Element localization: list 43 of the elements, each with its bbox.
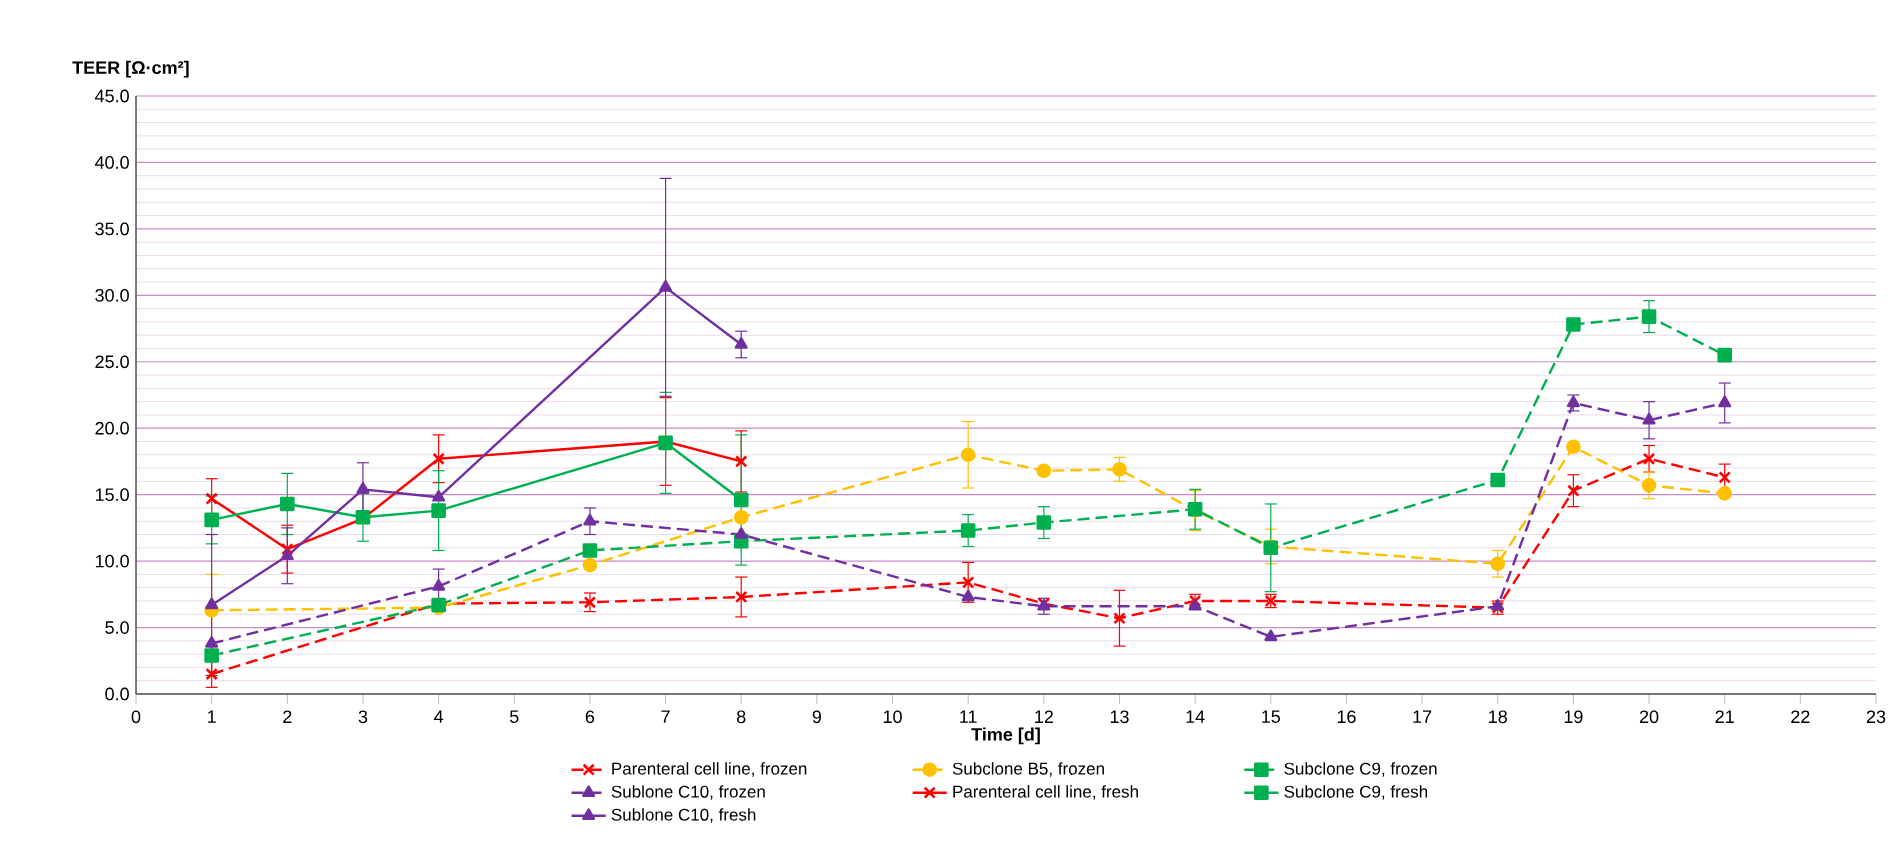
x-tick-label: 7 (661, 710, 670, 723)
y-tick-label: 5.0 (105, 621, 129, 634)
x-tick-label: 16 (1337, 710, 1356, 724)
x-tick-label: 10 (883, 710, 902, 724)
legend-label: Parenteral cell line, fresh (953, 785, 1138, 800)
legend-label: Parenteral cell line, frozen (612, 762, 807, 777)
x-tick-label: 1 (208, 710, 216, 723)
y-tick-label: 35.0 (95, 222, 129, 236)
y-tick-label: 30.0 (95, 288, 129, 302)
y-tick-label: 15.0 (95, 488, 129, 502)
x-tick-label: 18 (1489, 710, 1507, 724)
x-tick-label: 13 (1110, 710, 1129, 724)
x-tick-label: 4 (434, 710, 444, 723)
y-tick-label: 45.0 (94, 89, 129, 103)
y-tick-label: 25.0 (95, 355, 129, 369)
x-tick-label: 17 (1413, 710, 1432, 723)
legend-label: Subclone C9, fresh (1284, 785, 1428, 800)
x-axis-title: Time [d] (971, 727, 1040, 745)
x-tick-label: 19 (1564, 710, 1583, 724)
x-tick-label: 22 (1791, 710, 1810, 723)
x-tick-label: 2 (283, 710, 292, 723)
x-tick-label: 6 (585, 710, 595, 724)
y-axis-title: TEER [Ω·cm²] (72, 60, 189, 78)
x-tick-label: 3 (358, 710, 368, 724)
legend-label: Sublone C10, fresh (611, 808, 756, 823)
x-tick-label: 5 (509, 710, 519, 723)
x-tick-label: 9 (812, 710, 822, 724)
y-tick-label: 0.0 (105, 687, 129, 701)
y-tick-label: 10.0 (95, 554, 129, 568)
x-tick-label: 11 (960, 710, 977, 723)
x-tick-label: 12 (1035, 710, 1053, 723)
legend-label: Subclone B5, frozen (952, 762, 1104, 777)
x-tick-label: 20 (1639, 710, 1659, 724)
legend-label: Sublone C10, frozen (611, 785, 765, 800)
y-tick-label: 20.0 (95, 421, 129, 435)
x-tick-label: 15 (1262, 710, 1281, 723)
x-tick-label: 8 (737, 710, 746, 724)
x-tick-label: 14 (1186, 710, 1205, 723)
x-tick-label: 21 (1715, 710, 1734, 723)
legend-label: Subclone C9, frozen (1284, 762, 1437, 777)
y-tick-label: 40.0 (94, 156, 129, 169)
x-tick-label: 0 (131, 710, 141, 724)
x-tick-label: 23 (1866, 710, 1886, 724)
